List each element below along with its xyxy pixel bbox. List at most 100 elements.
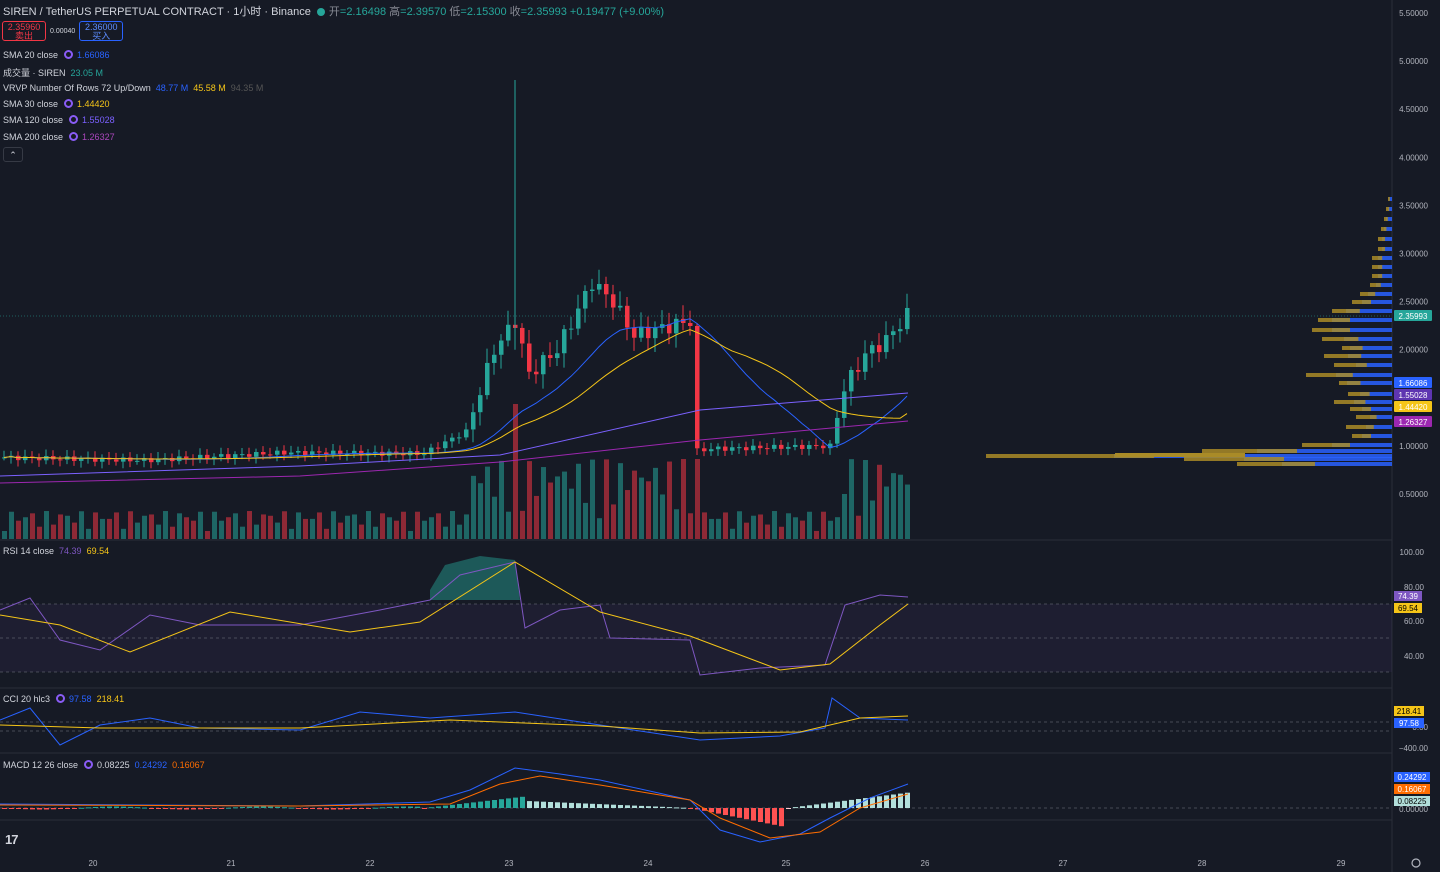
settings-icon[interactable]: [64, 50, 74, 59]
macd-hist-tag: [1394, 796, 1430, 806]
price-tick-label: 2.00000: [1399, 346, 1428, 355]
candle-body: [471, 412, 476, 430]
volume-profile-bar: [1384, 217, 1388, 221]
price-tag: [1394, 416, 1432, 427]
volume-bar: [247, 511, 252, 539]
legend-sma200[interactable]: SMA 200 close 1.26327: [3, 132, 115, 142]
candle-body: [828, 443, 833, 449]
candle-body: [457, 437, 462, 439]
settings-icon[interactable]: [84, 760, 94, 769]
volume-bar: [184, 517, 189, 539]
rsi-ma-tag-label: 69.54: [1398, 604, 1419, 613]
candle-body: [660, 324, 665, 328]
price-tick-label: 4.00000: [1399, 153, 1428, 162]
macd-histogram-bar: [849, 799, 854, 808]
symbol-title[interactable]: SIREN / TetherUS PERPETUAL CONTRACT · 1小…: [3, 6, 311, 18]
candle-body: [289, 452, 294, 455]
candle-body: [37, 457, 42, 461]
volume-profile-bar: [1332, 328, 1392, 332]
candle-body: [205, 454, 210, 459]
volume-profile-bar: [1244, 457, 1392, 461]
legend-sma20[interactable]: SMA 20 close 1.66086: [3, 50, 110, 60]
candle-body: [548, 355, 553, 359]
macd-histogram-bar: [16, 808, 21, 809]
settings-icon: [1411, 858, 1421, 868]
volume-bar: [499, 460, 504, 539]
settings-icon[interactable]: [69, 115, 79, 124]
macd-histogram-bar: [100, 806, 105, 808]
candle-body: [93, 457, 98, 462]
volume-bar: [65, 515, 70, 539]
sell-button[interactable]: 2.35960 卖出: [2, 21, 46, 41]
volume-profile-bar: [1332, 318, 1392, 322]
volume-profile-bar: [1348, 392, 1370, 396]
legend-macd[interactable]: MACD 12 26 close 0.08225 0.24292 0.16067: [3, 760, 205, 770]
volume-bar: [338, 522, 343, 539]
legend-sma120[interactable]: SMA 120 close 1.55028: [3, 115, 115, 125]
volume-bar: [709, 518, 714, 539]
volume-profile-bar: [1372, 274, 1383, 278]
candle-body: [331, 450, 336, 455]
volume-profile-bar: [1372, 265, 1383, 269]
candle-body: [646, 326, 651, 339]
macd-histogram-bar: [324, 808, 329, 810]
volume-bar: [268, 515, 273, 539]
macd-histogram-bar: [681, 807, 686, 809]
legend-sma30[interactable]: SMA 30 close 1.44420: [3, 99, 110, 109]
volume-profile-bar: [1378, 247, 1385, 251]
candle-body: [898, 329, 903, 332]
volume-profile-bar: [1366, 425, 1392, 429]
tradingview-logo[interactable]: 17: [5, 832, 19, 847]
volume-bar: [282, 511, 287, 539]
legend-rsi[interactable]: RSI 14 close 74.39 69.54: [3, 546, 110, 556]
volume-bar: [121, 528, 126, 539]
cci-line: [0, 697, 909, 746]
candle-body: [709, 449, 714, 452]
legend-volume[interactable]: 成交量 · SIREN 23.05 M: [3, 68, 104, 78]
time-tick-label: 24: [644, 859, 653, 868]
volume-bar: [646, 481, 651, 539]
macd-histogram-bar: [408, 806, 413, 808]
candle-body: [436, 447, 441, 449]
volume-profile-bar: [1362, 300, 1392, 304]
volume-profile-bar: [1339, 381, 1361, 385]
volume-bar: [835, 517, 840, 539]
macd-histogram-bar: [2, 808, 7, 809]
macd-histogram-bar: [485, 800, 490, 808]
macd-histogram-bar: [527, 801, 532, 808]
macd-histogram-bar: [163, 808, 168, 809]
settings-icon[interactable]: [64, 99, 74, 108]
volume-bar: [856, 515, 861, 539]
sma200-line: [0, 420, 909, 484]
volume-bar: [289, 528, 294, 539]
candle-body: [884, 335, 889, 353]
legend-vrvp[interactable]: VRVP Number Of Rows 72 Up/Down 48.77 M 45.…: [3, 83, 264, 93]
change-value: +0.19477 (+9.00%): [569, 6, 665, 18]
chevron-up-icon[interactable]: ⌃: [3, 147, 23, 162]
macd-histogram-bar: [548, 802, 553, 808]
volume-bar: [352, 514, 357, 539]
buy-button[interactable]: 2.36000 买入: [79, 21, 124, 41]
volume-profile-bar: [1114, 454, 1392, 458]
volume-bar: [863, 460, 868, 539]
volume-bar: [786, 513, 791, 539]
candle-body: [667, 324, 672, 334]
volume-bar: [457, 524, 462, 539]
settings-icon[interactable]: [69, 132, 79, 141]
cci-value-tag: [1394, 718, 1424, 728]
volume-profile-bar: [1382, 237, 1392, 241]
macd-histogram-bar: [660, 806, 665, 808]
volume-bar: [331, 511, 336, 539]
candle-body: [121, 457, 126, 462]
volume-bar: [380, 513, 385, 539]
legend-cci[interactable]: CCI 20 hlc3 97.58 218.41: [3, 694, 125, 704]
candle-body: [79, 458, 84, 461]
candle-body: [590, 289, 595, 291]
volume-bar: [821, 511, 826, 539]
volume-bar: [618, 463, 623, 539]
macd-histogram-bar: [618, 805, 623, 808]
settings-icon[interactable]: [56, 694, 66, 703]
volume-bar: [275, 522, 280, 539]
macd-histogram-bar: [282, 807, 287, 809]
